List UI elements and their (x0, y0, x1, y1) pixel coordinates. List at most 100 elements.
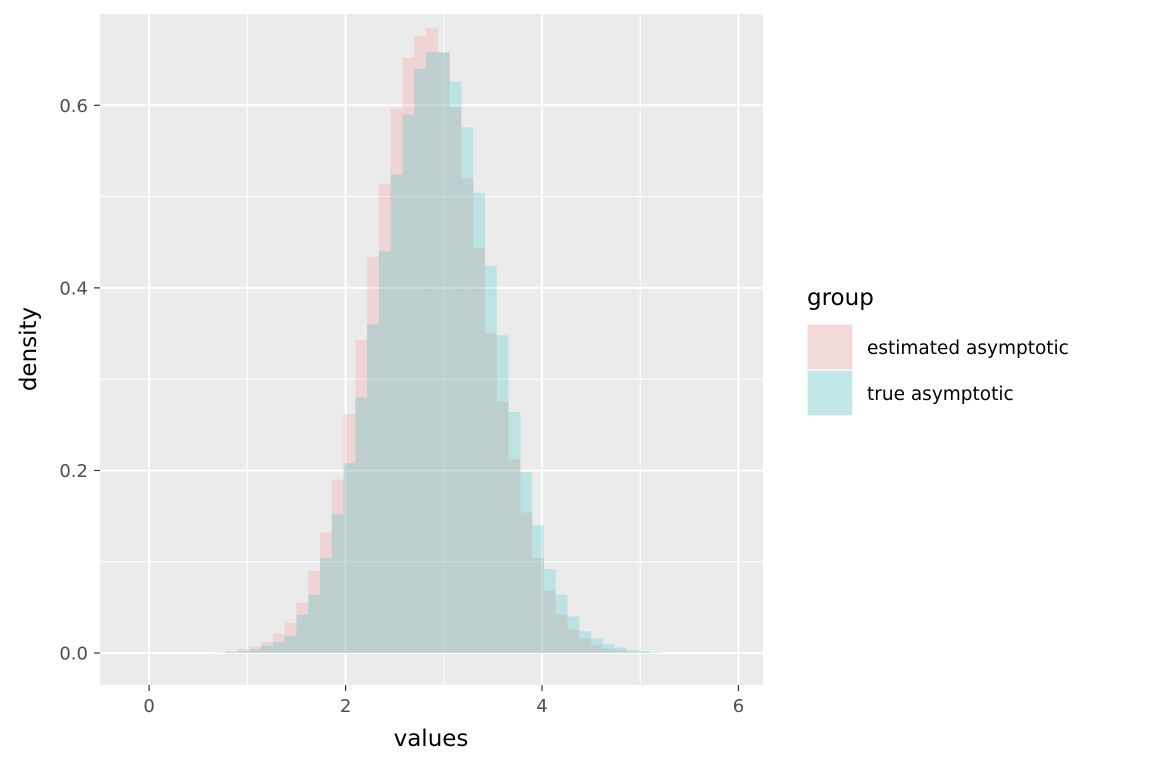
histogram-bar (591, 644, 603, 654)
histogram-bar (579, 631, 592, 654)
legend-title: group (807, 285, 874, 311)
y-tick-label: 0.4 (59, 278, 88, 299)
histogram-bar (414, 35, 427, 654)
histogram-bar (543, 590, 556, 654)
axis-ticks (94, 104, 740, 691)
histogram-bar (355, 397, 368, 654)
histogram-bar (237, 649, 250, 654)
histogram-bar (213, 652, 226, 654)
histogram-bar (437, 52, 450, 654)
histogram-bar (602, 643, 615, 654)
y-tick-label: 0.2 (59, 461, 88, 482)
histogram-bar (543, 569, 556, 654)
histogram-bar (555, 614, 568, 654)
histogram-bar (508, 459, 521, 654)
histogram-bar (626, 650, 639, 654)
histogram-bar (367, 256, 379, 654)
legend-key-bg-true (807, 370, 853, 416)
histogram-bar (308, 570, 321, 654)
y-tick-label: 0.0 (59, 644, 88, 665)
legend-item-estimated: estimated asymptotic (807, 324, 1069, 370)
histogram-bar (320, 558, 332, 654)
legend-item-true: true asymptotic (807, 370, 1014, 416)
histogram-bar (567, 629, 580, 654)
x-tick-label: 2 (340, 696, 351, 717)
histogram-bar (602, 648, 615, 654)
histogram-bar (261, 645, 273, 654)
histogram-bars (213, 28, 662, 654)
histogram-bar (614, 650, 627, 654)
histogram-bar (261, 642, 273, 654)
histogram-bar (520, 472, 533, 654)
histogram-bar (390, 108, 403, 654)
histogram-bar (638, 651, 651, 654)
histogram-bar (343, 463, 356, 654)
histogram-bar (461, 127, 474, 654)
x-tick-label: 4 (536, 696, 547, 717)
legend-swatch-estimated (808, 325, 852, 369)
histogram-bar (249, 646, 262, 654)
legend-swatch-true (808, 371, 852, 415)
histogram-bar (496, 401, 509, 654)
histogram-bar (249, 649, 262, 654)
histogram-bar (426, 28, 438, 654)
histogram-bar (485, 333, 497, 654)
histogram-bar (296, 614, 309, 654)
histogram-bar (638, 652, 651, 654)
histogram-bar (378, 183, 391, 654)
histogram-bar (461, 178, 474, 654)
histogram-bar (449, 81, 462, 654)
x-axis-title: values (394, 726, 469, 752)
histogram-bar (555, 594, 568, 654)
minor-gridlines (100, 14, 763, 685)
histogram-bar (626, 652, 639, 654)
histogram-bar (331, 514, 344, 654)
histogram-bar (320, 532, 332, 654)
axis-tick-labels: 0 2 4 6 0.0 0.2 0.4 0.6 (59, 96, 744, 717)
histogram-bar (343, 413, 356, 654)
histogram-bar (520, 512, 533, 654)
histogram-bar (378, 251, 391, 654)
histogram-bar (272, 633, 285, 654)
histogram-bar (367, 324, 379, 654)
histogram-bar (308, 594, 321, 654)
histogram-bar (579, 638, 592, 654)
histogram-bar (414, 68, 427, 654)
histogram-bar (237, 651, 250, 654)
histogram-bar (426, 52, 438, 654)
y-tick-label: 0.6 (59, 96, 88, 117)
histogram-bar (355, 339, 368, 654)
histogram-bar (532, 558, 544, 654)
histogram-bar (225, 651, 238, 654)
major-gridlines (100, 14, 763, 685)
legend: group estimated asymptotic true asymptot… (807, 285, 1069, 416)
series-0 (213, 28, 651, 654)
histogram-bar (614, 647, 627, 654)
histogram-bar (284, 635, 297, 654)
legend-key-bg-estimated (807, 324, 853, 370)
histogram-bar (591, 638, 603, 654)
histogram-bar (473, 247, 486, 654)
histogram-bar (508, 412, 521, 654)
histogram-bar (331, 479, 344, 654)
histogram-bar (496, 335, 509, 654)
histogram-bar (225, 652, 238, 654)
histogram-bar (473, 192, 486, 654)
histogram-bar (284, 622, 297, 654)
histogram-bar (272, 642, 285, 654)
series-1 (225, 52, 662, 654)
histogram-bar (390, 174, 403, 654)
x-tick-label: 6 (733, 696, 744, 717)
y-axis-title: density (16, 307, 42, 391)
histogram-bar (402, 57, 415, 654)
histogram-bar (532, 525, 544, 654)
histogram-bar (402, 114, 415, 654)
histogram-bar (485, 265, 497, 654)
histogram-bar (650, 652, 662, 654)
histogram-bar (449, 107, 462, 654)
panel-background (100, 14, 763, 685)
histogram-bar (296, 602, 309, 654)
legend-label-true: true asymptotic (867, 384, 1014, 405)
legend-label-estimated: estimated asymptotic (867, 338, 1069, 359)
